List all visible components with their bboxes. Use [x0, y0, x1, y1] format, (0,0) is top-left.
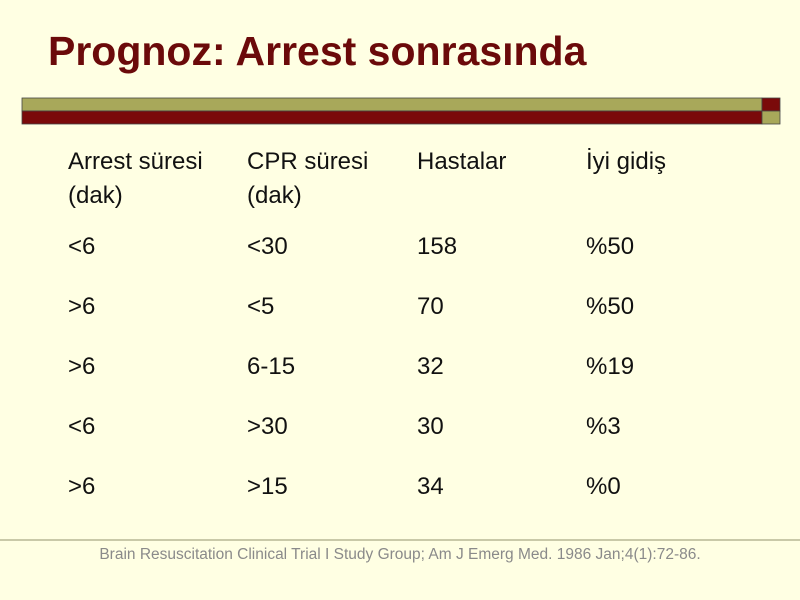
- table-cell: %50: [586, 233, 635, 260]
- title-rule: [21, 97, 781, 125]
- table-cell: 158: [417, 233, 458, 260]
- table-cell: %50: [586, 293, 635, 320]
- slide-title: Prognoz: Arrest sonrasında: [48, 28, 587, 74]
- table-cell: 70: [417, 293, 444, 320]
- column-header: (dak): [247, 182, 302, 209]
- table-cell: 30: [417, 413, 444, 440]
- olive-bar: [21, 97, 763, 112]
- table-cell: <5: [247, 293, 275, 320]
- table-cell: 6-15: [247, 353, 296, 380]
- table-cell: <6: [68, 233, 96, 260]
- table-cell: >6: [68, 473, 96, 500]
- column-header: Hastalar: [417, 148, 507, 175]
- column-header: Arrest süresi: [68, 148, 203, 175]
- olive-square: [761, 110, 781, 125]
- table-cell: %19: [586, 353, 635, 380]
- table-cell: 34: [417, 473, 444, 500]
- table-cell: 32: [417, 353, 444, 380]
- table-cell: >30: [247, 413, 288, 440]
- column-header: (dak): [68, 182, 123, 209]
- table-cell: >15: [247, 473, 288, 500]
- red-square: [761, 97, 781, 112]
- footer-rule: [0, 539, 800, 541]
- column-header: CPR süresi: [247, 148, 369, 175]
- red-bar: [21, 110, 763, 125]
- table-cell: %3: [586, 413, 621, 440]
- table-cell: >6: [68, 293, 96, 320]
- column-header: İyi gidiş: [586, 148, 667, 175]
- table-cell: <6: [68, 413, 96, 440]
- table-cell: <30: [247, 233, 288, 260]
- table-cell: >6: [68, 353, 96, 380]
- citation: Brain Resuscitation Clinical Trial I Stu…: [99, 546, 701, 563]
- table-cell: %0: [586, 473, 621, 500]
